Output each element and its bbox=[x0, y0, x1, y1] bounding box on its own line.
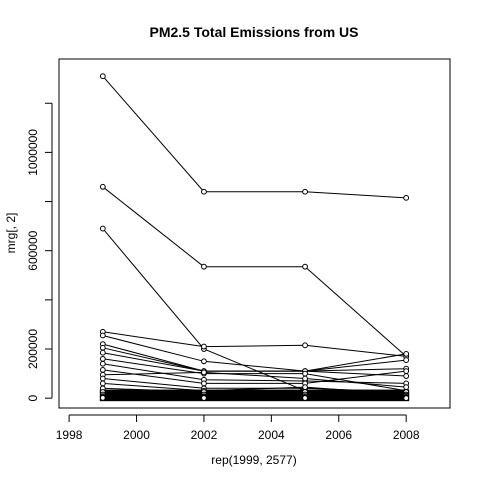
data-point bbox=[201, 263, 207, 270]
x-tick-label: 2002 bbox=[191, 428, 218, 442]
data-point bbox=[403, 194, 410, 201]
y-axis-label: mrg[, 2] bbox=[4, 213, 18, 254]
data-point bbox=[99, 349, 106, 356]
series-2 bbox=[99, 183, 410, 360]
series-line bbox=[102, 335, 407, 372]
series-line bbox=[102, 394, 407, 398]
series-line bbox=[102, 75, 407, 199]
data-point bbox=[403, 395, 410, 402]
x-tick-label: 2004 bbox=[258, 428, 285, 442]
y-tick-label: 0 bbox=[26, 395, 40, 402]
series-line bbox=[102, 343, 407, 372]
dense-band-fill bbox=[99, 389, 410, 402]
data-point bbox=[99, 355, 106, 362]
data-point bbox=[99, 360, 106, 367]
series-line bbox=[102, 358, 407, 392]
y-axis: 0 200000 600000 1000000 bbox=[26, 102, 53, 402]
data-point bbox=[403, 357, 410, 363]
x-axis: 1998 2000 2002 2004 2006 2008 bbox=[56, 414, 420, 442]
data-point bbox=[302, 263, 308, 270]
dense-data-band bbox=[99, 389, 410, 402]
series-line bbox=[102, 391, 407, 398]
data-point bbox=[403, 351, 410, 357]
data-point bbox=[99, 73, 106, 80]
series-9 bbox=[99, 355, 410, 394]
data-point bbox=[302, 370, 308, 377]
series-line bbox=[102, 382, 407, 395]
series-line bbox=[102, 363, 407, 384]
data-point bbox=[99, 395, 106, 401]
data-point bbox=[99, 225, 106, 232]
series-layer bbox=[99, 73, 410, 402]
series-line bbox=[102, 352, 407, 377]
data-point bbox=[403, 373, 410, 379]
data-point bbox=[99, 183, 106, 190]
chart-title: PM2.5 Total Emissions from US bbox=[149, 24, 358, 40]
y-tick-label: 200000 bbox=[26, 329, 40, 369]
data-point bbox=[201, 380, 207, 387]
y-tick-label: 600000 bbox=[26, 230, 40, 270]
series-line bbox=[102, 387, 407, 397]
x-tick-label: 2006 bbox=[325, 428, 352, 442]
x-tick-label: 2000 bbox=[123, 428, 150, 442]
plot-frame bbox=[58, 58, 451, 409]
x-axis-label: rep(1999, 2577) bbox=[211, 453, 296, 467]
data-point bbox=[99, 344, 106, 351]
y-tick-label: 1000000 bbox=[26, 129, 40, 176]
series-1 bbox=[99, 73, 410, 201]
x-tick-label: 2008 bbox=[393, 428, 420, 442]
data-point bbox=[403, 384, 410, 391]
data-point bbox=[302, 375, 308, 382]
x-tick-label: 1998 bbox=[56, 428, 83, 442]
data-point bbox=[99, 367, 106, 373]
data-point bbox=[302, 342, 308, 349]
data-point bbox=[201, 369, 207, 376]
series-line bbox=[102, 369, 407, 384]
series-line bbox=[102, 371, 407, 388]
series-4 bbox=[99, 328, 410, 360]
data-point bbox=[201, 188, 207, 195]
series-5 bbox=[99, 332, 410, 375]
series-line bbox=[102, 186, 407, 357]
series-line bbox=[102, 331, 407, 357]
series-21 bbox=[99, 395, 410, 402]
series-line bbox=[102, 228, 407, 394]
data-point bbox=[201, 395, 207, 401]
series-line bbox=[102, 378, 407, 393]
data-point bbox=[201, 343, 207, 350]
data-point bbox=[201, 358, 207, 365]
data-point bbox=[403, 368, 410, 375]
data-point bbox=[99, 332, 106, 339]
data-point bbox=[99, 375, 106, 382]
data-point bbox=[302, 384, 308, 391]
data-point bbox=[302, 395, 308, 401]
data-point bbox=[302, 188, 308, 195]
data-point bbox=[99, 380, 106, 387]
